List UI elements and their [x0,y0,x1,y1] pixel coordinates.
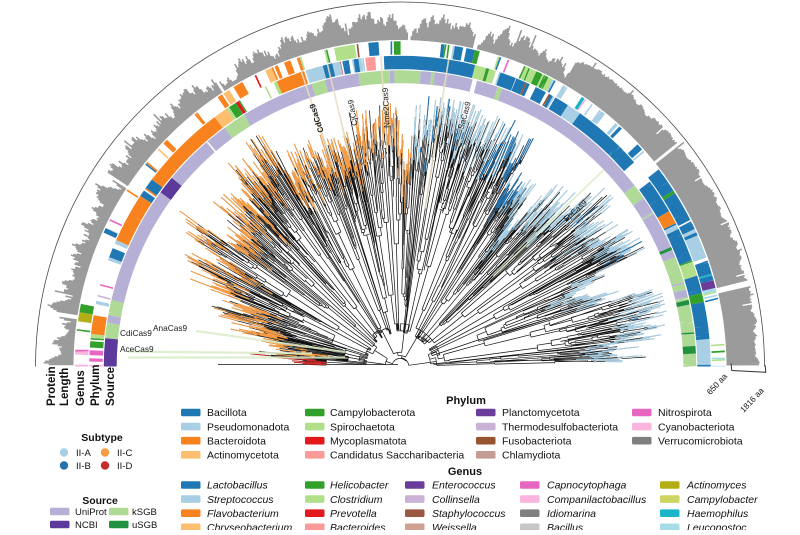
svg-text:Bacteroides: Bacteroides [330,522,386,530]
svg-text:II-B: II-B [76,461,91,472]
svg-text:Subtype: Subtype [81,432,123,444]
svg-text:Nitrospirota: Nitrospirota [658,407,712,419]
svg-text:Protein: Protein [46,366,58,406]
svg-text:Candidatus Saccharibacteria: Candidatus Saccharibacteria [330,450,464,462]
svg-text:UniProt: UniProt [75,507,107,518]
svg-text:Collinsella: Collinsella [432,494,480,506]
svg-text:Verrucomicrobiota: Verrucomicrobiota [658,435,743,447]
svg-text:Lactobacillus: Lactobacillus [207,480,268,492]
svg-text:Prevotella: Prevotella [330,508,377,520]
svg-text:Bacillota: Bacillota [207,407,247,419]
svg-text:II-C: II-C [117,448,132,459]
svg-text:Cyanobacteriota: Cyanobacteriota [658,421,735,433]
svg-text:NCBI: NCBI [75,520,98,530]
svg-text:uSGB: uSGB [132,520,157,530]
svg-text:Helicobacter: Helicobacter [330,480,389,492]
svg-text:Planctomycetota: Planctomycetota [502,407,580,419]
svg-text:Capnocytophaga: Capnocytophaga [547,480,627,492]
svg-text:Actinomycetota: Actinomycetota [207,450,279,462]
svg-text:Idiomarina: Idiomarina [547,508,596,520]
svg-text:Chryseobacterium: Chryseobacterium [207,522,292,530]
svg-text:Spirochaetota: Spirochaetota [330,421,395,433]
svg-text:Phylum: Phylum [446,395,486,407]
svg-text:Nme2Cas9: Nme2Cas9 [381,87,392,128]
svg-text:Campylobacter: Campylobacter [687,494,758,506]
svg-text:Genus: Genus [448,466,482,478]
svg-text:Staphylococcus: Staphylococcus [432,508,506,520]
svg-text:Pseudomonadota: Pseudomonadota [207,421,289,433]
svg-text:Haemophilus: Haemophilus [687,508,749,520]
svg-text:II-D: II-D [117,461,132,472]
svg-text:Length: Length [59,368,71,406]
svg-text:Actinomyces: Actinomyces [686,480,747,492]
svg-text:AnaCas9: AnaCas9 [153,323,188,333]
svg-text:Genus: Genus [75,370,87,406]
svg-text:Thermodesulfobacteriota: Thermodesulfobacteriota [502,421,618,433]
svg-text:kSGB: kSGB [132,507,157,518]
svg-text:Source: Source [105,367,117,406]
svg-text:CdiCas9: CdiCas9 [120,328,152,338]
svg-text:AceCas9: AceCas9 [120,344,154,354]
svg-text:Source: Source [82,495,118,507]
svg-text:Weissella: Weissella [432,522,477,530]
svg-text:Companilactobacillus: Companilactobacillus [547,494,647,506]
svg-text:Leuconostoc: Leuconostoc [687,522,747,530]
svg-text:Bacteroidota: Bacteroidota [207,435,266,447]
svg-text:Phylum: Phylum [90,364,102,406]
svg-text:II-A: II-A [76,448,91,459]
svg-text:Clostridium: Clostridium [330,494,383,506]
svg-text:Flavobacterium: Flavobacterium [207,508,279,520]
svg-text:Mycoplasmatota: Mycoplasmatota [330,435,407,447]
svg-text:Campylobacterota: Campylobacterota [330,407,415,419]
svg-text:Fusobacteriota: Fusobacteriota [502,435,572,447]
svg-text:Chlamydiota: Chlamydiota [502,450,561,462]
svg-text:Enterococcus: Enterococcus [432,480,496,492]
svg-text:Bacillus: Bacillus [547,522,584,530]
svg-text:Streptococcus: Streptococcus [207,494,274,506]
